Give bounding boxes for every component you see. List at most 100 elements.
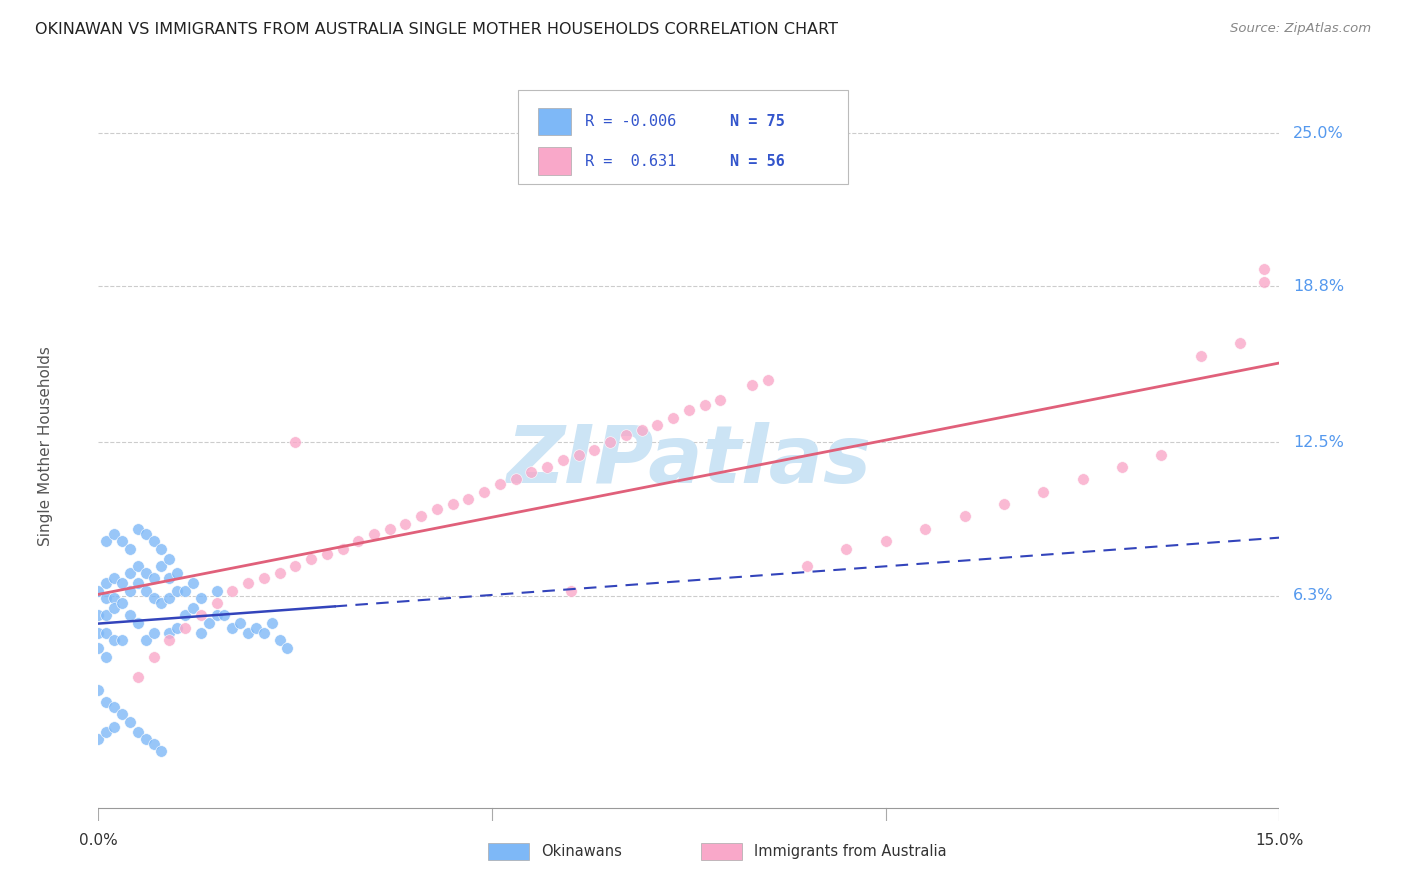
Point	[118, 583, 141, 598]
Point	[103, 699, 125, 714]
Point	[135, 633, 157, 648]
Point	[276, 640, 298, 655]
Point	[157, 625, 180, 640]
Point	[157, 551, 180, 566]
Text: Okinawans: Okinawans	[541, 844, 623, 859]
Point	[150, 558, 173, 573]
Point	[1032, 484, 1054, 499]
Point	[142, 625, 165, 640]
Point	[568, 448, 591, 462]
Text: N = 56: N = 56	[730, 153, 785, 169]
Point	[426, 502, 449, 516]
Point	[614, 428, 637, 442]
Point	[299, 551, 322, 566]
Point	[166, 566, 188, 581]
Point	[914, 522, 936, 536]
Point	[142, 534, 165, 549]
Point	[205, 596, 228, 610]
Point	[103, 526, 125, 541]
Text: Source: ZipAtlas.com: Source: ZipAtlas.com	[1230, 22, 1371, 36]
Point	[1253, 275, 1275, 289]
Point	[457, 492, 479, 507]
Text: R = -0.006: R = -0.006	[585, 114, 676, 129]
Point	[127, 576, 149, 591]
Point	[505, 472, 527, 486]
Point	[174, 583, 197, 598]
Text: N = 75: N = 75	[730, 114, 785, 129]
Point	[87, 608, 110, 623]
Point	[560, 583, 582, 598]
Point	[135, 526, 157, 541]
Point	[472, 484, 495, 499]
Point	[103, 720, 125, 734]
Point	[103, 633, 125, 648]
Point	[166, 583, 188, 598]
Point	[284, 558, 307, 573]
Point	[87, 732, 110, 747]
Point	[96, 576, 118, 591]
Text: 0.0%: 0.0%	[79, 833, 118, 848]
Point	[536, 460, 558, 475]
Point	[157, 571, 180, 585]
Point	[118, 566, 141, 581]
Point	[111, 576, 134, 591]
Point	[96, 534, 118, 549]
Point	[1189, 349, 1212, 363]
Point	[332, 541, 354, 556]
Point	[127, 615, 149, 630]
Point	[166, 621, 188, 635]
Point	[96, 695, 118, 709]
Point	[142, 591, 165, 605]
Point	[630, 423, 652, 437]
Point	[236, 625, 259, 640]
Point	[205, 608, 228, 623]
Text: 6.3%: 6.3%	[1294, 588, 1334, 603]
Point	[103, 571, 125, 585]
Point	[1111, 460, 1133, 475]
Point	[378, 522, 401, 536]
Point	[127, 522, 149, 536]
Point	[599, 435, 621, 450]
Point	[181, 601, 204, 615]
Point	[103, 601, 125, 615]
Point	[411, 509, 433, 524]
Point	[441, 497, 464, 511]
Point	[197, 615, 219, 630]
Point	[181, 576, 204, 591]
Point	[135, 566, 157, 581]
Point	[96, 724, 118, 739]
Text: ZIPatlas: ZIPatlas	[506, 422, 872, 500]
Text: Immigrants from Australia: Immigrants from Australia	[754, 844, 946, 859]
Text: 25.0%: 25.0%	[1294, 126, 1344, 141]
Point	[96, 591, 118, 605]
Point	[127, 670, 149, 684]
Point	[118, 714, 141, 729]
Point	[796, 558, 818, 573]
Point	[111, 633, 134, 648]
Point	[221, 621, 243, 635]
Point	[96, 625, 118, 640]
Point	[127, 724, 149, 739]
Point	[993, 497, 1015, 511]
Point	[111, 707, 134, 722]
Point	[236, 576, 259, 591]
Point	[741, 378, 763, 392]
Text: 12.5%: 12.5%	[1294, 434, 1344, 450]
Point	[157, 591, 180, 605]
Point	[363, 526, 385, 541]
Point	[142, 650, 165, 665]
Text: 18.8%: 18.8%	[1294, 279, 1344, 294]
Bar	[537, 147, 571, 175]
Point	[229, 615, 252, 630]
Point	[205, 583, 228, 598]
Point	[260, 615, 283, 630]
Point	[1253, 262, 1275, 277]
Point	[118, 608, 141, 623]
Bar	[537, 108, 571, 136]
Point	[111, 534, 134, 549]
Point	[551, 452, 574, 467]
Text: Single Mother Households: Single Mother Households	[38, 346, 53, 546]
Point	[157, 633, 180, 648]
Point	[253, 625, 276, 640]
Point	[87, 640, 110, 655]
